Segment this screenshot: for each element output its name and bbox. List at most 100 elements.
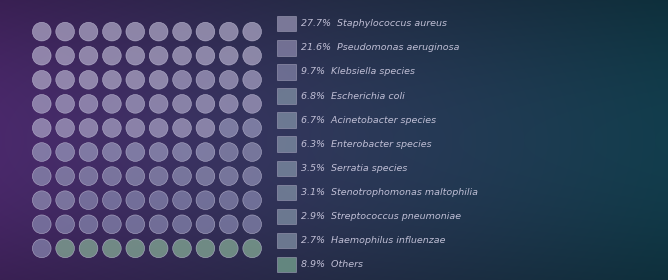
Ellipse shape — [126, 215, 145, 234]
Ellipse shape — [150, 71, 168, 89]
Ellipse shape — [55, 22, 75, 41]
Ellipse shape — [32, 119, 51, 137]
Ellipse shape — [126, 119, 145, 137]
Ellipse shape — [243, 167, 262, 185]
Ellipse shape — [103, 143, 122, 161]
Ellipse shape — [32, 215, 51, 234]
Ellipse shape — [32, 46, 51, 65]
Ellipse shape — [172, 46, 192, 65]
Ellipse shape — [172, 119, 192, 137]
FancyBboxPatch shape — [277, 64, 296, 80]
Ellipse shape — [55, 143, 75, 161]
Ellipse shape — [126, 71, 145, 89]
Ellipse shape — [79, 46, 98, 65]
Ellipse shape — [79, 215, 98, 234]
Ellipse shape — [150, 191, 168, 209]
Ellipse shape — [79, 239, 98, 258]
Ellipse shape — [79, 119, 98, 137]
Ellipse shape — [55, 167, 75, 185]
Ellipse shape — [220, 191, 238, 209]
Ellipse shape — [220, 167, 238, 185]
Ellipse shape — [150, 46, 168, 65]
Text: 6.8%  Escherichia coli: 6.8% Escherichia coli — [301, 92, 404, 101]
Ellipse shape — [196, 215, 215, 234]
Ellipse shape — [196, 167, 215, 185]
Ellipse shape — [243, 143, 262, 161]
Ellipse shape — [196, 119, 215, 137]
Ellipse shape — [196, 95, 215, 113]
Text: 21.6%  Pseudomonas aeruginosa: 21.6% Pseudomonas aeruginosa — [301, 43, 459, 52]
Ellipse shape — [150, 119, 168, 137]
Ellipse shape — [55, 215, 75, 234]
Ellipse shape — [172, 215, 192, 234]
Ellipse shape — [220, 119, 238, 137]
Ellipse shape — [32, 191, 51, 209]
Ellipse shape — [220, 46, 238, 65]
Ellipse shape — [126, 46, 145, 65]
FancyBboxPatch shape — [277, 16, 296, 31]
Ellipse shape — [79, 22, 98, 41]
Ellipse shape — [55, 71, 75, 89]
FancyBboxPatch shape — [277, 112, 296, 128]
Ellipse shape — [126, 191, 145, 209]
FancyBboxPatch shape — [277, 257, 296, 272]
Ellipse shape — [55, 95, 75, 113]
Ellipse shape — [126, 143, 145, 161]
Ellipse shape — [220, 95, 238, 113]
Ellipse shape — [220, 71, 238, 89]
Text: 6.7%  Acinetobacter species: 6.7% Acinetobacter species — [301, 116, 436, 125]
Text: 3.5%  Serratia species: 3.5% Serratia species — [301, 164, 407, 173]
FancyBboxPatch shape — [277, 209, 296, 224]
Ellipse shape — [79, 143, 98, 161]
Text: 6.3%  Enterobacter species: 6.3% Enterobacter species — [301, 140, 432, 149]
Ellipse shape — [32, 22, 51, 41]
Ellipse shape — [220, 239, 238, 258]
Ellipse shape — [103, 71, 122, 89]
Ellipse shape — [55, 119, 75, 137]
Ellipse shape — [126, 22, 145, 41]
Ellipse shape — [32, 95, 51, 113]
Ellipse shape — [79, 95, 98, 113]
Ellipse shape — [103, 22, 122, 41]
Ellipse shape — [172, 191, 192, 209]
Ellipse shape — [243, 71, 262, 89]
Ellipse shape — [243, 119, 262, 137]
Ellipse shape — [220, 143, 238, 161]
Ellipse shape — [32, 143, 51, 161]
Ellipse shape — [150, 215, 168, 234]
Ellipse shape — [172, 22, 192, 41]
Ellipse shape — [243, 215, 262, 234]
Ellipse shape — [243, 239, 262, 258]
Text: 2.7%  Haemophilus influenzae: 2.7% Haemophilus influenzae — [301, 236, 445, 245]
Ellipse shape — [150, 143, 168, 161]
Ellipse shape — [150, 239, 168, 258]
Ellipse shape — [103, 191, 122, 209]
Ellipse shape — [220, 215, 238, 234]
Ellipse shape — [126, 95, 145, 113]
Ellipse shape — [79, 167, 98, 185]
Ellipse shape — [55, 239, 75, 258]
Ellipse shape — [172, 143, 192, 161]
Ellipse shape — [103, 167, 122, 185]
Ellipse shape — [103, 119, 122, 137]
Ellipse shape — [150, 167, 168, 185]
Ellipse shape — [196, 191, 215, 209]
Text: 9.7%  Klebsiella species: 9.7% Klebsiella species — [301, 67, 415, 76]
Ellipse shape — [126, 239, 145, 258]
Ellipse shape — [243, 191, 262, 209]
Ellipse shape — [103, 239, 122, 258]
Ellipse shape — [150, 22, 168, 41]
Ellipse shape — [79, 71, 98, 89]
Ellipse shape — [243, 95, 262, 113]
FancyBboxPatch shape — [277, 136, 296, 152]
Ellipse shape — [220, 22, 238, 41]
Text: 3.1%  Stenotrophomonas maltophilia: 3.1% Stenotrophomonas maltophilia — [301, 188, 478, 197]
Ellipse shape — [172, 71, 192, 89]
Ellipse shape — [32, 71, 51, 89]
FancyBboxPatch shape — [277, 88, 296, 104]
Ellipse shape — [172, 239, 192, 258]
Ellipse shape — [32, 239, 51, 258]
Text: 8.9%  Others: 8.9% Others — [301, 260, 363, 269]
Ellipse shape — [196, 71, 215, 89]
Ellipse shape — [103, 215, 122, 234]
